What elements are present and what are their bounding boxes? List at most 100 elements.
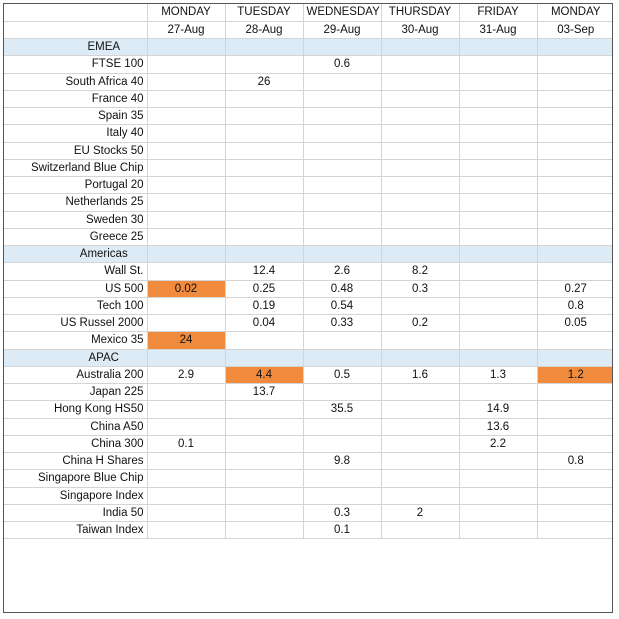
value-cell[interactable] (381, 228, 460, 247)
value-cell[interactable] (537, 504, 612, 523)
highlighted-value-cell[interactable]: 1.2 (537, 366, 612, 385)
section-cell[interactable] (147, 245, 226, 264)
index-name-cell[interactable]: Japan 225 (4, 383, 148, 402)
value-cell[interactable] (303, 73, 382, 91)
value-cell[interactable] (225, 435, 304, 454)
index-name-cell[interactable]: Wall St. (4, 262, 148, 281)
value-cell[interactable] (303, 159, 382, 178)
value-cell[interactable]: 0.27 (537, 280, 612, 298)
value-cell[interactable]: 0.3 (381, 280, 460, 298)
value-cell[interactable] (381, 383, 460, 402)
value-cell[interactable] (381, 521, 460, 540)
section-cell[interactable] (381, 349, 460, 367)
value-cell[interactable]: 0.8 (537, 452, 612, 471)
value-cell[interactable] (381, 73, 460, 91)
value-cell[interactable] (147, 297, 226, 316)
value-cell[interactable] (225, 55, 304, 74)
value-cell[interactable]: 0.6 (303, 55, 382, 74)
value-cell[interactable] (147, 469, 226, 488)
value-cell[interactable]: 9.8 (303, 452, 382, 471)
value-cell[interactable] (537, 211, 612, 229)
value-cell[interactable]: 1.3 (459, 366, 538, 385)
value-cell[interactable] (381, 176, 460, 195)
index-name-cell[interactable]: Sweden 30 (4, 211, 148, 229)
day-header[interactable]: FRIDAY (459, 4, 538, 22)
index-name-cell[interactable]: China 300 (4, 435, 148, 454)
value-cell[interactable] (225, 469, 304, 488)
value-cell[interactable] (225, 400, 304, 419)
value-cell[interactable]: 8.2 (381, 262, 460, 281)
section-cell[interactable] (147, 349, 226, 367)
value-cell[interactable] (225, 418, 304, 436)
section-cell[interactable] (381, 245, 460, 264)
value-cell[interactable] (459, 193, 538, 212)
value-cell[interactable] (147, 90, 226, 109)
value-cell[interactable] (225, 159, 304, 178)
section-cell[interactable] (459, 38, 538, 57)
value-cell[interactable] (537, 228, 612, 247)
index-name-cell[interactable]: Mexico 35 (4, 331, 148, 350)
section-cell[interactable] (381, 38, 460, 57)
date-header[interactable]: 31-Aug (459, 21, 538, 40)
value-cell[interactable] (537, 142, 612, 160)
value-cell[interactable] (147, 487, 226, 505)
value-cell[interactable] (147, 159, 226, 178)
value-cell[interactable] (459, 383, 538, 402)
index-name-cell[interactable]: US Russel 2000 (4, 314, 148, 333)
value-cell[interactable] (537, 90, 612, 109)
value-cell[interactable] (537, 193, 612, 212)
value-cell[interactable] (147, 107, 226, 126)
section-cell[interactable] (303, 245, 382, 264)
value-cell[interactable] (147, 400, 226, 419)
value-cell[interactable] (225, 142, 304, 160)
section-label[interactable]: EMEA (4, 38, 148, 57)
value-cell[interactable] (459, 107, 538, 126)
value-cell[interactable] (381, 435, 460, 454)
value-cell[interactable] (225, 452, 304, 471)
value-cell[interactable] (459, 73, 538, 91)
value-cell[interactable] (537, 400, 612, 419)
highlighted-value-cell[interactable]: 4.4 (225, 366, 304, 385)
value-cell[interactable] (147, 521, 226, 540)
value-cell[interactable]: 0.5 (303, 366, 382, 385)
index-name-cell[interactable]: Portugal 20 (4, 176, 148, 195)
index-name-cell[interactable]: Singapore Index (4, 487, 148, 505)
value-cell[interactable]: 26 (225, 73, 304, 91)
value-cell[interactable] (459, 262, 538, 281)
value-cell[interactable] (225, 331, 304, 350)
section-cell[interactable] (303, 349, 382, 367)
section-cell[interactable] (537, 349, 612, 367)
value-cell[interactable] (381, 400, 460, 419)
index-name-cell[interactable]: US 500 (4, 280, 148, 298)
value-cell[interactable] (459, 211, 538, 229)
value-cell[interactable] (381, 55, 460, 74)
index-name-cell[interactable]: Italy 40 (4, 124, 148, 143)
value-cell[interactable] (147, 142, 226, 160)
value-cell[interactable] (147, 314, 226, 333)
value-cell[interactable] (381, 297, 460, 316)
value-cell[interactable] (303, 107, 382, 126)
value-cell[interactable] (303, 383, 382, 402)
value-cell[interactable]: 1.6 (381, 366, 460, 385)
value-cell[interactable] (303, 176, 382, 195)
section-cell[interactable] (225, 245, 304, 264)
value-cell[interactable] (459, 297, 538, 316)
index-name-cell[interactable]: EU Stocks 50 (4, 142, 148, 160)
section-cell[interactable] (537, 245, 612, 264)
index-name-cell[interactable]: Greece 25 (4, 228, 148, 247)
section-cell[interactable] (303, 38, 382, 57)
value-cell[interactable]: 0.48 (303, 280, 382, 298)
value-cell[interactable] (537, 435, 612, 454)
value-cell[interactable] (381, 90, 460, 109)
value-cell[interactable] (225, 211, 304, 229)
value-cell[interactable] (381, 418, 460, 436)
value-cell[interactable] (537, 521, 612, 540)
value-cell[interactable] (459, 176, 538, 195)
value-cell[interactable] (381, 469, 460, 488)
section-cell[interactable] (459, 349, 538, 367)
date-header[interactable]: 30-Aug (381, 21, 460, 40)
value-cell[interactable] (459, 452, 538, 471)
section-cell[interactable] (459, 245, 538, 264)
value-cell[interactable] (147, 418, 226, 436)
value-cell[interactable] (381, 124, 460, 143)
